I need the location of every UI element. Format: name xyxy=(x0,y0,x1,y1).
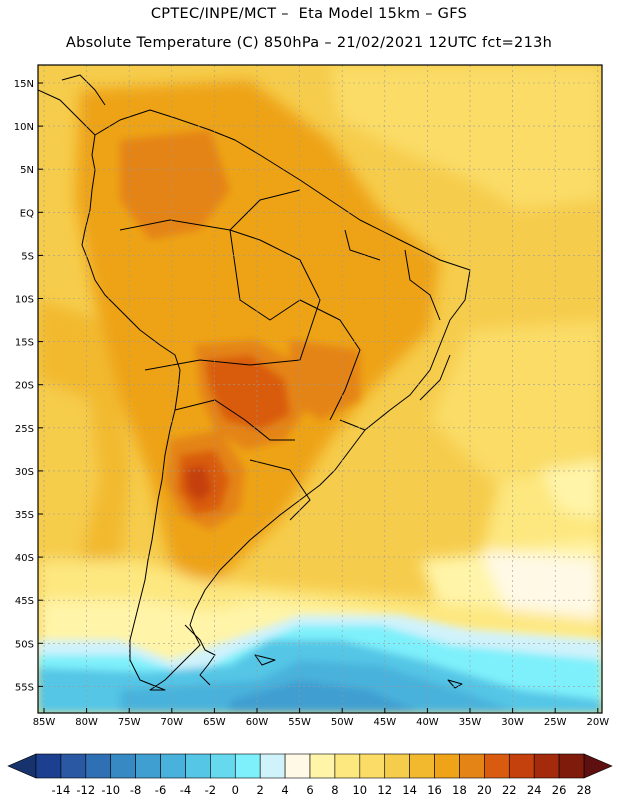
temperature-field xyxy=(38,65,602,713)
lon-tick-label: 60W xyxy=(246,717,269,728)
lat-tick-label: 10N xyxy=(14,122,34,133)
colorbar-label: -4 xyxy=(180,783,191,797)
colorbar-swatch xyxy=(160,753,186,779)
lat-tick-label: 25S xyxy=(15,424,34,435)
colorbar-label: 16 xyxy=(427,783,442,797)
lat-tick-label: 45S xyxy=(15,596,34,607)
colorbar-swatch xyxy=(334,753,361,779)
colorbar-label: 0 xyxy=(232,783,239,797)
lat-tick-label: 15S xyxy=(15,338,34,349)
colorbar-swatch xyxy=(185,753,211,779)
colorbar-swatch xyxy=(35,753,62,779)
coastlines xyxy=(38,74,471,691)
colorbar-label: 22 xyxy=(502,783,517,797)
colorbar-label: 10 xyxy=(352,783,367,797)
lon-tick-label: 75W xyxy=(118,717,141,728)
colorbar-label: -2 xyxy=(205,783,216,797)
lat-tick-label: 5N xyxy=(20,165,34,176)
lon-tick-label: 65W xyxy=(203,717,226,728)
colorbar-swatch xyxy=(210,753,236,779)
colorbar-swatch xyxy=(558,753,585,779)
map-frame xyxy=(37,64,603,714)
lon-tick-label: 70W xyxy=(160,717,183,728)
longitude-axis: 85W 80W 75W 70W 65W 60W 55W 50W 45W 40W 35W 30W 25W 2… xyxy=(33,708,609,728)
colorbar-swatch xyxy=(359,753,386,779)
colorbar-swatch xyxy=(409,753,435,779)
colorbar-label: 18 xyxy=(452,783,467,797)
graticule xyxy=(38,65,602,713)
lat-tick-label: 55S xyxy=(15,682,34,693)
colorbar-swatch xyxy=(434,753,460,779)
title-line-2: Absolute Temperature (C) 850hPa – 21/02/… xyxy=(65,35,553,51)
lon-tick-label: 30W xyxy=(501,717,524,728)
colorbar-label: -8 xyxy=(130,783,141,797)
lon-tick-label: 40W xyxy=(416,717,439,728)
colorbar-swatch xyxy=(135,753,161,779)
lon-tick-label: 35W xyxy=(459,717,482,728)
colorbar-swatch xyxy=(384,753,410,779)
colorbar-label: 6 xyxy=(306,783,313,797)
colorbar-swatch xyxy=(85,753,112,779)
lat-tick-label: 40S xyxy=(15,553,34,564)
lat-tick-label: 10S xyxy=(15,295,34,306)
colorbar-swatch xyxy=(110,753,136,779)
colorbar-swatch xyxy=(284,753,311,779)
lat-tick-label: 35S xyxy=(15,510,34,521)
lat-tick-label: 50S xyxy=(15,639,34,650)
lat-tick-label: EQ xyxy=(20,208,34,219)
colorbar: -14 -12 -10 -8 -6 -4 -2 0 2 4 6 8 10 12 14 16 18 20 22 24 26… xyxy=(7,753,613,797)
colorbar-max-arrow xyxy=(583,753,613,779)
lat-tick-label: 30S xyxy=(15,467,34,478)
lon-tick-label: 85W xyxy=(33,717,56,728)
colorbar-swatch xyxy=(459,753,485,779)
colorbar-label: -6 xyxy=(155,783,166,797)
colorbar-swatch xyxy=(234,753,261,779)
colorbar-label: 24 xyxy=(527,783,542,797)
colorbar-label: 8 xyxy=(331,783,338,797)
lat-tick-label: 15N xyxy=(14,79,34,90)
lon-tick-label: 55W xyxy=(288,717,311,728)
colorbar-label: 4 xyxy=(281,783,288,797)
lon-tick-label: 45W xyxy=(373,717,396,728)
colorbar-label: 26 xyxy=(552,783,567,797)
colorbar-swatch xyxy=(309,753,336,779)
lon-tick-label: 20W xyxy=(586,717,609,728)
lat-tick-label: 20S xyxy=(15,381,34,392)
colorbar-label: -12 xyxy=(76,783,95,797)
colorbar-label: 20 xyxy=(477,783,492,797)
colorbar-swatch xyxy=(508,753,535,779)
colorbar-label: 28 xyxy=(577,783,592,797)
colorbar-swatch xyxy=(259,753,286,779)
colorbar-label: 2 xyxy=(257,783,264,797)
colorbar-label: -10 xyxy=(101,783,120,797)
colorbar-label: -14 xyxy=(52,783,71,797)
colorbar-swatch xyxy=(484,753,510,779)
colorbar-swatch xyxy=(533,753,560,779)
colorbar-swatch xyxy=(60,753,87,779)
colorbar-min-arrow xyxy=(7,753,37,779)
lon-tick-label: 80W xyxy=(75,717,98,728)
title-line-1: CPTEC/INPE/MCT – Eta Model 15km – GFS xyxy=(150,6,468,22)
lon-tick-label: 25W xyxy=(544,717,567,728)
lat-tick-label: 5S xyxy=(21,251,34,262)
latitude-axis: 15N 10N 5N EQ 5S 10S 15S 20S 25S 30S 35S 40S 45S 50S 5… xyxy=(14,79,43,693)
colorbar-label: 14 xyxy=(402,783,417,797)
colorbar-label: 12 xyxy=(377,783,392,797)
lon-tick-label: 50W xyxy=(331,717,354,728)
